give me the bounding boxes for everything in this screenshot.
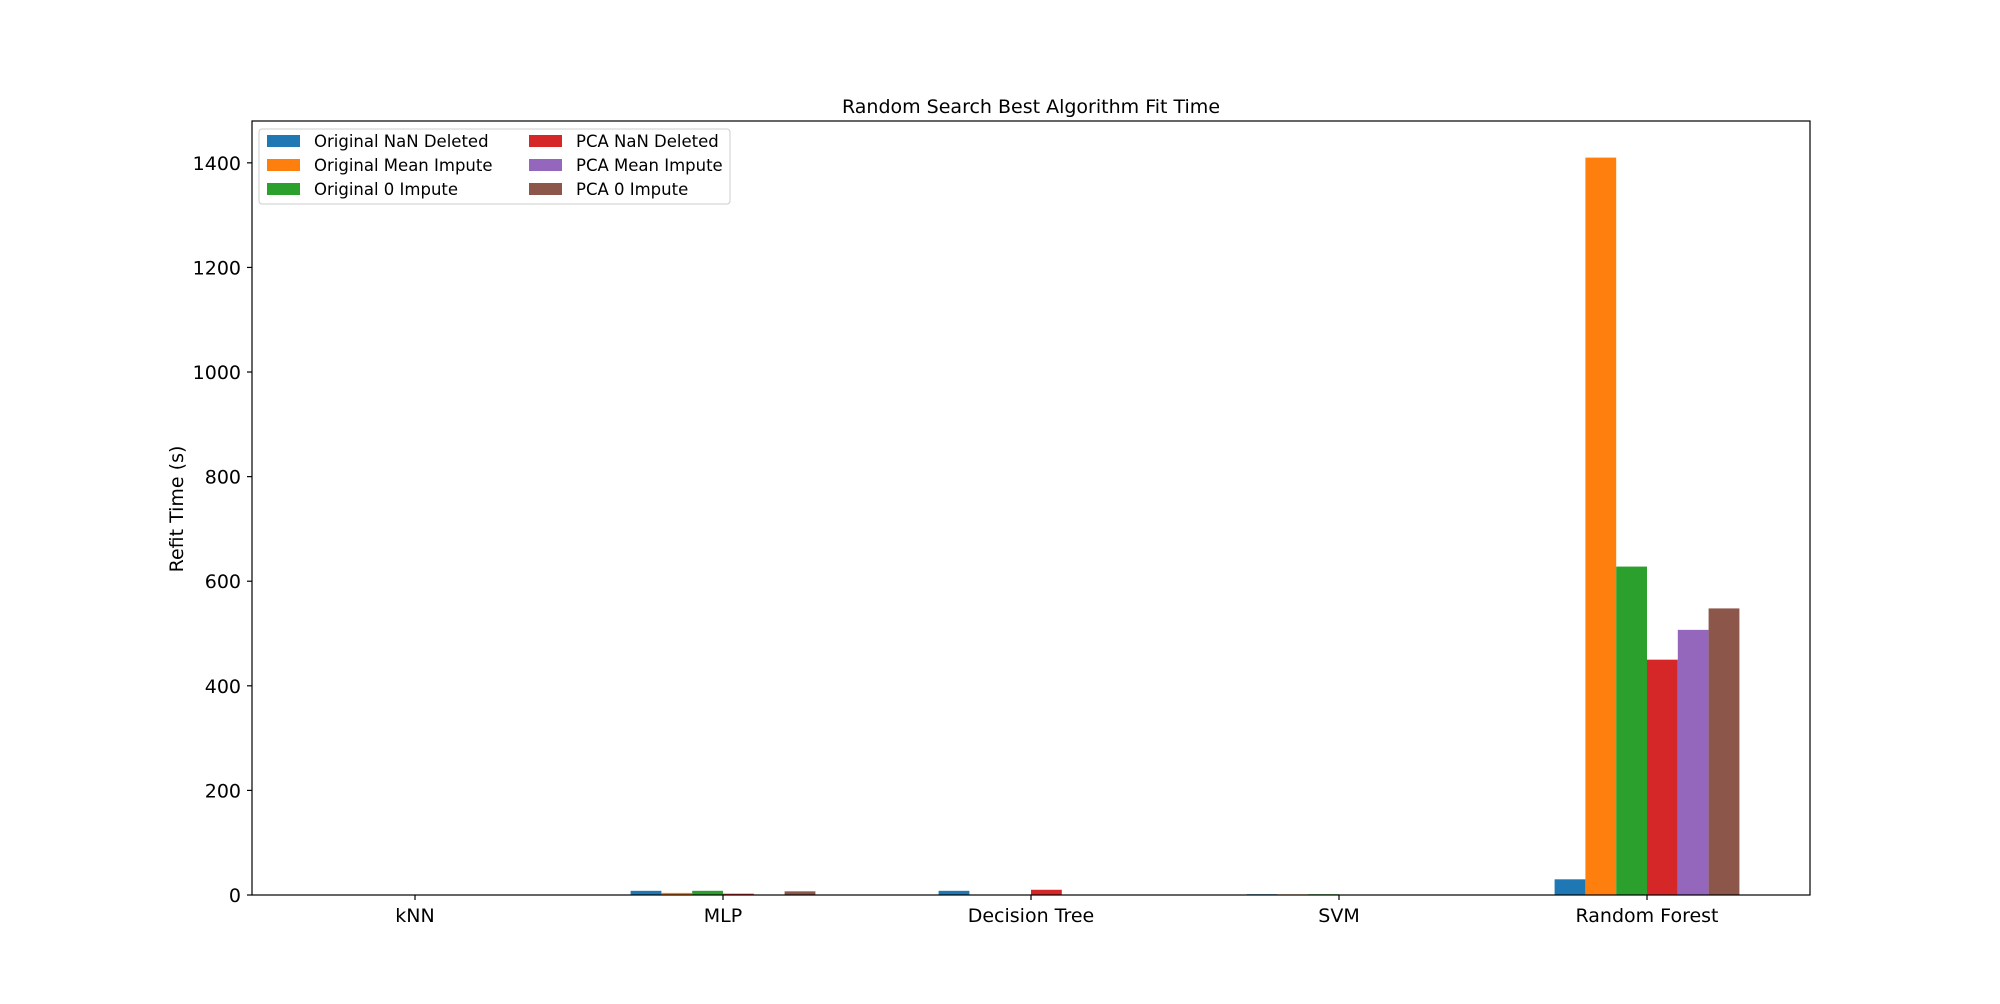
legend-label-2: Original Mean Impute [314,156,493,175]
bar-1-2 [631,891,662,895]
y-tick-label-4: 600 [205,571,241,593]
y-tick-label-8: 1400 [193,153,241,175]
legend-label-5: PCA Mean Impute [576,156,723,175]
legend-swatch-2 [267,159,300,171]
bar-1-3 [939,891,970,895]
bar-6-5 [1709,608,1740,895]
bar-2-5 [1585,158,1616,895]
x-tick-label-2: MLP [704,905,742,927]
bars [323,158,1740,895]
x-tick-label-3: Decision Tree [968,905,1095,927]
bar-3-5 [1616,567,1647,895]
legend-label-4: PCA NaN Deleted [576,132,719,151]
legend-swatch-5 [529,159,562,171]
legend-label-1: Original NaN Deleted [314,132,489,151]
axes: 0 200 400 600 800 1000 1200 1400 kNN MLP Decision … [193,121,1810,927]
legend-swatch-4 [529,135,562,147]
bar-4-3 [1031,890,1062,895]
y-tick-label-3: 400 [205,676,241,698]
x-tick-label-1: kNN [395,905,434,927]
y-tick-label-2: 200 [205,780,241,802]
legend-swatch-3 [267,183,300,195]
legend: Original NaN Deleted Original Mean Impute… [259,129,730,204]
y-tick-label-1: 0 [229,885,241,907]
plot-frame [252,121,1810,895]
bar-3-2 [692,891,723,895]
legend-label-3: Original 0 Impute [314,180,458,199]
x-tick-label-4: SVM [1318,905,1359,927]
bar-4-5 [1647,660,1678,895]
y-tick-label-7: 1200 [193,257,241,279]
y-tick-label-6: 1000 [193,362,241,384]
legend-swatch-6 [529,183,562,195]
bar-1-5 [1555,879,1586,895]
y-axis-label: Refit Time (s) [166,446,188,573]
bar-5-5 [1678,630,1709,895]
legend-swatch-1 [267,135,300,147]
chart-title: Random Search Best Algorithm Fit Time [842,96,1220,118]
legend-label-6: PCA 0 Impute [576,180,688,199]
x-tick-label-5: Random Forest [1575,905,1718,927]
y-tick-label-5: 800 [205,467,241,489]
